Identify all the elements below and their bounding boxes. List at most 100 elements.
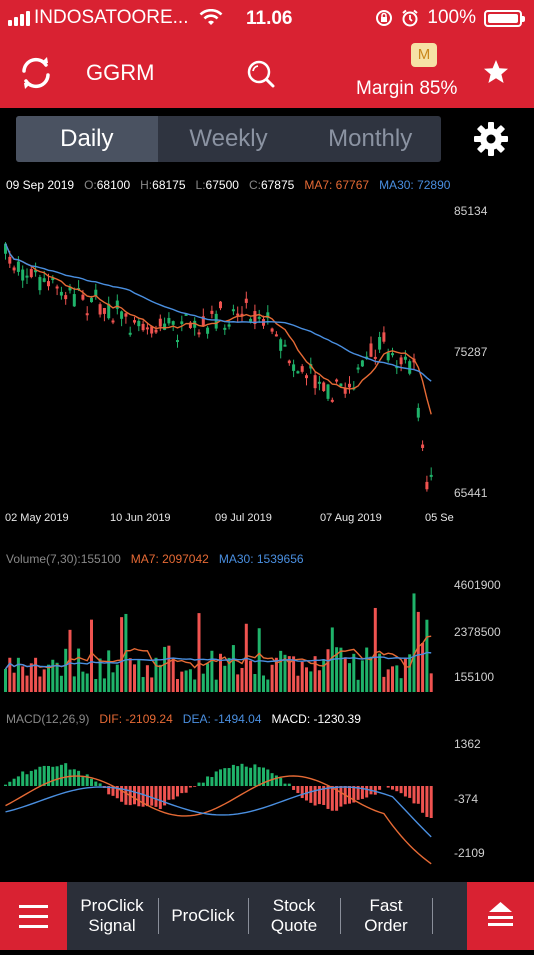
candle xyxy=(279,339,282,351)
stock-chart[interactable] xyxy=(0,196,534,882)
macd-bar xyxy=(198,783,201,786)
macd-bar xyxy=(8,782,11,786)
tab-monthly[interactable]: Monthly xyxy=(299,116,441,162)
candle xyxy=(292,364,295,371)
date-label: 02 May 2019 xyxy=(5,512,69,524)
volume-bar xyxy=(382,677,385,692)
candle xyxy=(167,318,170,323)
volume-bar xyxy=(236,674,239,692)
volume-bar xyxy=(241,668,244,692)
volume-bar xyxy=(266,680,269,692)
volume-bar xyxy=(344,657,347,692)
volume-bar xyxy=(86,674,89,692)
volume-bar xyxy=(339,648,342,692)
scroll-up-icon[interactable] xyxy=(467,882,534,950)
macd-value: MACD: -1230.39 xyxy=(272,712,361,726)
macd-bar xyxy=(241,764,244,786)
volume-bar xyxy=(253,674,256,692)
candle xyxy=(335,380,338,382)
candle xyxy=(357,368,360,370)
proclick-signal-button[interactable]: ProClick Signal xyxy=(72,896,152,936)
candle xyxy=(142,324,145,330)
macd-bar xyxy=(258,767,261,786)
macd-bar xyxy=(17,776,20,786)
volume-bar xyxy=(94,679,97,692)
candle xyxy=(56,286,59,288)
candle xyxy=(210,311,213,314)
volume-bar xyxy=(370,657,373,692)
candle xyxy=(301,366,304,372)
volume-bar xyxy=(210,651,213,692)
macd-bar xyxy=(189,786,192,787)
price-ma30-line xyxy=(6,244,432,382)
refresh-icon[interactable] xyxy=(17,54,55,92)
candle xyxy=(245,299,248,303)
volume-bar xyxy=(4,669,7,692)
candle xyxy=(314,375,317,388)
search-icon[interactable] xyxy=(245,58,275,88)
candle xyxy=(228,324,231,326)
bottom-toolbar: ProClick Signal ProClick Stock Quote Fas… xyxy=(0,882,534,950)
macd-bar xyxy=(327,786,330,809)
volume-bar xyxy=(155,658,158,692)
volume-bar xyxy=(271,665,274,692)
volume-bar xyxy=(103,678,106,692)
stock-symbol[interactable]: GGRM xyxy=(86,60,154,86)
volume-bar xyxy=(215,680,218,692)
macd-bar xyxy=(215,771,218,786)
candle xyxy=(120,311,123,318)
macd-bar xyxy=(34,769,37,786)
macd-bar xyxy=(314,786,317,806)
tab-daily[interactable]: Daily xyxy=(16,116,158,162)
candle xyxy=(21,270,24,281)
macd-bar xyxy=(51,767,54,786)
macd-bar xyxy=(391,786,394,790)
candle xyxy=(249,319,252,322)
candle xyxy=(38,277,41,290)
candle xyxy=(219,302,222,309)
macd-bar xyxy=(374,786,377,795)
macd-bar xyxy=(56,766,59,786)
macd-bar xyxy=(30,771,33,786)
margin-label: Margin 85% xyxy=(356,78,457,100)
macd-bar xyxy=(210,777,213,786)
candle xyxy=(408,361,411,374)
candle xyxy=(400,357,403,364)
candle xyxy=(64,295,67,299)
clock: 11.06 xyxy=(246,8,293,30)
macd-bar xyxy=(223,768,226,786)
menu-icon[interactable] xyxy=(0,882,67,950)
candle xyxy=(382,332,385,341)
info-ma30: MA30: 72890 xyxy=(379,178,450,192)
stock-quote-button[interactable]: Stock Quote xyxy=(254,896,334,936)
star-icon[interactable] xyxy=(482,58,510,86)
volume-bar xyxy=(292,656,295,692)
macd-bar xyxy=(430,786,433,818)
macd-bar xyxy=(60,765,63,786)
fast-order-button[interactable]: Fast Order xyxy=(346,896,426,936)
macd-legend: MACD(12,26,9) DIF: -2109.24 DEA: -1494.0… xyxy=(6,712,361,726)
macd-bar xyxy=(309,786,312,803)
toolbar-divider xyxy=(340,898,341,934)
volume-title: Volume(7,30):155100 xyxy=(6,552,121,566)
macd-bar xyxy=(193,786,196,787)
volume-bar xyxy=(421,643,424,692)
carrier-name: INDOSATOORE... xyxy=(34,7,189,29)
candle xyxy=(223,328,226,330)
date-label: 09 Jul 2019 xyxy=(215,512,272,524)
volume-bar xyxy=(309,671,312,692)
candle xyxy=(198,332,201,334)
volume-bar xyxy=(425,620,428,692)
volume-bar xyxy=(133,664,136,692)
proclick-button[interactable]: ProClick xyxy=(163,906,243,926)
macd-bar xyxy=(395,786,398,791)
candle xyxy=(26,276,29,278)
macd-bar xyxy=(21,771,24,786)
macd-bar xyxy=(69,770,72,786)
macd-bar xyxy=(26,774,29,786)
candle xyxy=(344,388,347,393)
candle xyxy=(180,321,183,324)
tab-weekly[interactable]: Weekly xyxy=(158,116,300,162)
volume-axis-mid: 2378500 xyxy=(454,625,501,639)
gear-icon[interactable] xyxy=(472,120,510,158)
